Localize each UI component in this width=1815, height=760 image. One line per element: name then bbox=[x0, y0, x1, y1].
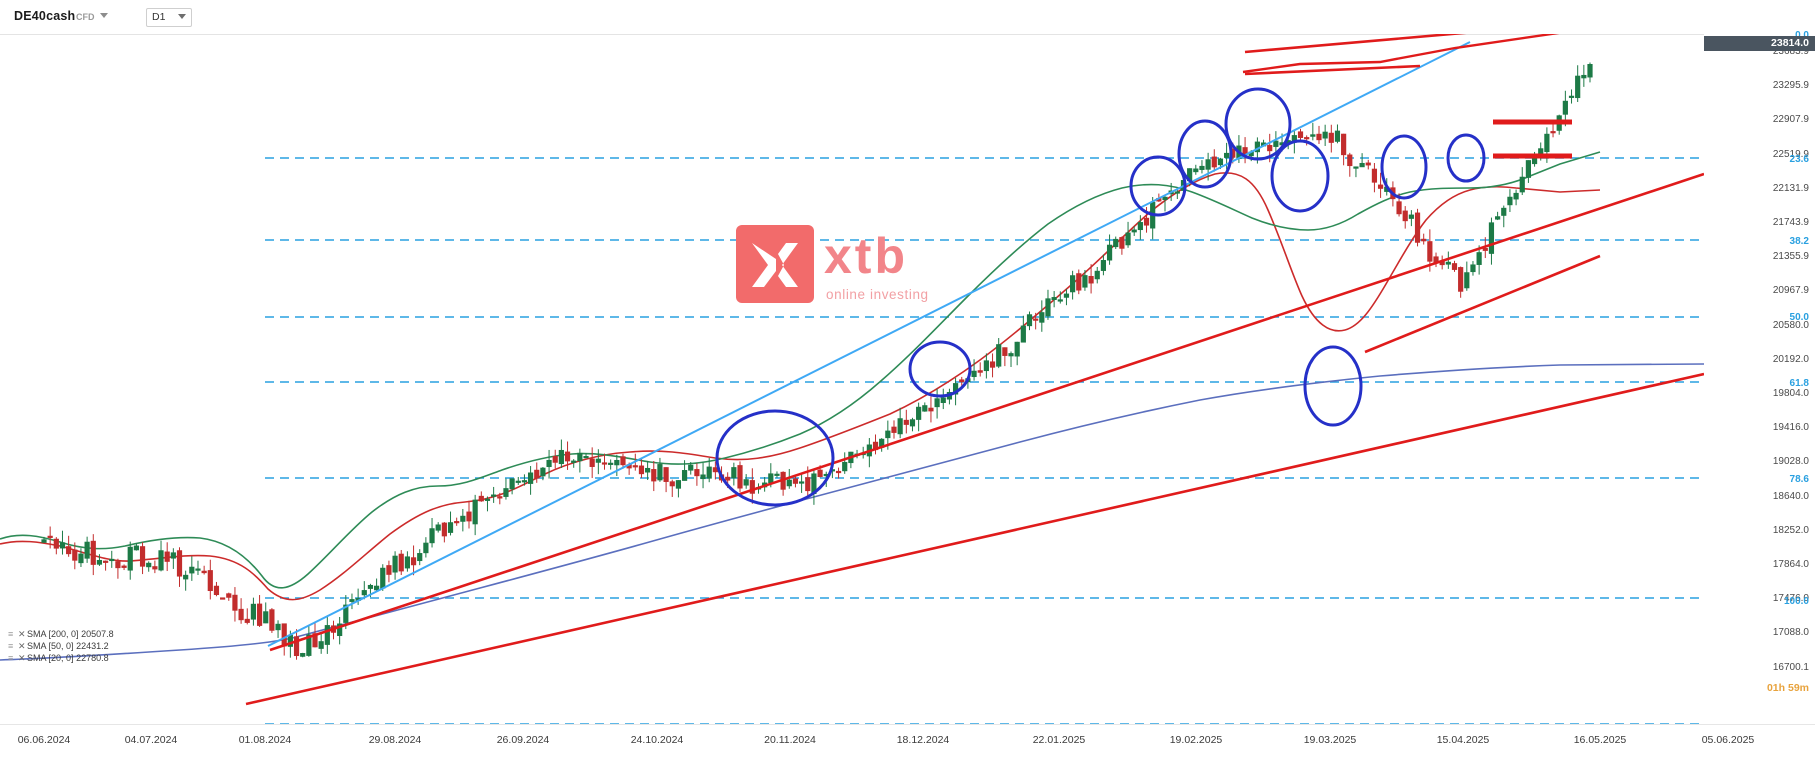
indicator-value: 22431.2 bbox=[76, 641, 109, 651]
indicator-name: SMA bbox=[27, 653, 47, 663]
indicator-name: SMA bbox=[27, 629, 47, 639]
fibonacci-level-label: 100.0 bbox=[1783, 596, 1809, 607]
price-axis-label: 16700.1 bbox=[1772, 661, 1809, 673]
price-axis-label: 17864.0 bbox=[1772, 559, 1809, 570]
price-axis-label: 19028.0 bbox=[1772, 456, 1809, 468]
bar-countdown: 01h 59m bbox=[1766, 682, 1809, 694]
annotation-ellipses bbox=[715, 87, 1486, 507]
date-axis-label: 24.10.2024 bbox=[630, 734, 684, 746]
close-icon[interactable]: ✕ bbox=[18, 629, 26, 639]
timeframe-label: D1 bbox=[152, 11, 166, 23]
fibonacci-levels bbox=[265, 157, 1704, 724]
indicator-handle-icon: ≡ bbox=[8, 641, 14, 651]
price-axis-label: 23683.9 bbox=[1772, 46, 1809, 57]
price-axis-label: 21743.9 bbox=[1772, 217, 1809, 228]
date-axis-label: 26.09.2024 bbox=[496, 734, 550, 746]
indicator-handle-icon: ≡ bbox=[8, 653, 14, 663]
list-item[interactable]: ≡ ✕SMA [50, 0] 22431.2 bbox=[8, 640, 114, 652]
price-axis-label: 23295.9 bbox=[1772, 80, 1809, 92]
fibonacci-level-label: 38.2 bbox=[1789, 236, 1809, 247]
date-axis-label: 19.03.2025 bbox=[1303, 734, 1357, 746]
price-axis-label: 19804.0 bbox=[1772, 388, 1809, 399]
close-icon[interactable]: ✕ bbox=[18, 653, 26, 663]
close-icon[interactable]: ✕ bbox=[18, 641, 26, 651]
indicator-legend: ≡ ✕SMA [200, 0] 20507.8 ≡ ✕SMA [50, 0] 224… bbox=[8, 628, 114, 664]
date-axis-label: 04.07.2024 bbox=[124, 734, 178, 746]
xtb-x-logo-icon bbox=[752, 243, 798, 287]
date-axis-label: 22.01.2025 bbox=[1032, 734, 1086, 746]
chevron-down-icon[interactable] bbox=[178, 14, 186, 19]
fibonacci-level-label: 0.0 bbox=[1795, 30, 1809, 41]
price-axis[interactable]: 23683.9 23295.9 22907.9 22519.9 22131.9 21743… bbox=[1704, 30, 1815, 724]
fibonacci-level-label: 23.6 bbox=[1789, 154, 1809, 165]
last-price-badge: 23814.0 bbox=[1704, 36, 1815, 51]
fibonacci-level-label: 61.8 bbox=[1789, 378, 1809, 389]
sma-20-line bbox=[0, 151, 1601, 589]
date-axis-label: 01.08.2024 bbox=[238, 734, 292, 746]
date-axis-label: 06.06.2024 bbox=[17, 734, 71, 746]
price-axis-label: 22907.9 bbox=[1772, 114, 1809, 126]
indicator-params: [200, 0] bbox=[48, 629, 79, 639]
resistance-polyline-red bbox=[1242, 34, 1560, 74]
price-axis-label: 20580.0 bbox=[1772, 319, 1809, 331]
indicator-name: SMA bbox=[27, 641, 47, 651]
price-axis-label: 19416.0 bbox=[1772, 422, 1809, 434]
price-axis-label: 17476.0 bbox=[1772, 593, 1809, 605]
price-chart-plot[interactable]: xtb online investing ≡ ✕SMA [200, 0] 2050… bbox=[0, 34, 1704, 724]
price-axis-label: 17088.0 bbox=[1772, 627, 1809, 639]
date-axis-label: 15.04.2025 bbox=[1436, 734, 1490, 746]
sma-50-line bbox=[0, 172, 1601, 601]
fibonacci-level-label: 78.6 bbox=[1789, 474, 1809, 485]
indicator-params: [20, 0] bbox=[48, 653, 74, 663]
date-axis-label: 20.11.2024 bbox=[764, 734, 816, 746]
date-axis-label: 29.08.2024 bbox=[368, 734, 422, 746]
candlestick-series bbox=[41, 62, 1593, 660]
red-level-marks bbox=[1493, 119, 1572, 159]
ascending-trendline-blue bbox=[267, 41, 1471, 647]
fibonacci-level-label: 50.0 bbox=[1789, 312, 1809, 323]
date-axis[interactable]: 06.06.2024 04.07.2024 01.08.2024 29.08.2024… bbox=[0, 724, 1815, 760]
xtb-tagline: online investing bbox=[826, 287, 929, 302]
indicator-handle-icon: ≡ bbox=[8, 629, 14, 639]
date-axis-label: 05.06.2025 bbox=[1701, 734, 1755, 746]
date-axis-label: 18.12.2024 bbox=[896, 734, 950, 746]
list-item[interactable]: ≡ ✕SMA [200, 0] 20507.8 bbox=[8, 628, 114, 640]
chart-canvas bbox=[0, 34, 1704, 724]
red-trendlines bbox=[245, 34, 1704, 706]
price-axis-label: 22131.9 bbox=[1772, 182, 1809, 194]
price-axis-label: 22519.9 bbox=[1772, 148, 1809, 160]
price-axis-label: 21355.9 bbox=[1772, 251, 1809, 263]
list-item[interactable]: ≡ ✕SMA [20, 0] 22780.8 bbox=[8, 652, 114, 664]
indicator-params: [50, 0] bbox=[48, 641, 74, 651]
price-axis-label: 18640.0 bbox=[1772, 490, 1809, 502]
price-axis-label: 20192.0 bbox=[1772, 353, 1809, 365]
price-axis-label: 20967.9 bbox=[1772, 285, 1809, 297]
xtb-brand-text: xtb bbox=[824, 228, 908, 284]
indicator-value: 22780.8 bbox=[76, 653, 109, 663]
indicator-value: 20507.8 bbox=[81, 629, 114, 639]
xtb-watermark: xtb online investing bbox=[736, 217, 966, 317]
symbol-type-label: CFD bbox=[76, 12, 95, 22]
date-axis-label: 19.02.2025 bbox=[1169, 734, 1223, 746]
timeframe-select[interactable] bbox=[146, 8, 192, 27]
price-axis-label: 18252.0 bbox=[1772, 524, 1809, 536]
date-axis-label: 16.05.2025 bbox=[1573, 734, 1627, 746]
symbol-label[interactable]: DE40cash bbox=[14, 9, 76, 23]
chart-toolbar: DE40cash CFD D1 bbox=[0, 0, 1815, 35]
chevron-down-icon[interactable] bbox=[100, 13, 108, 18]
